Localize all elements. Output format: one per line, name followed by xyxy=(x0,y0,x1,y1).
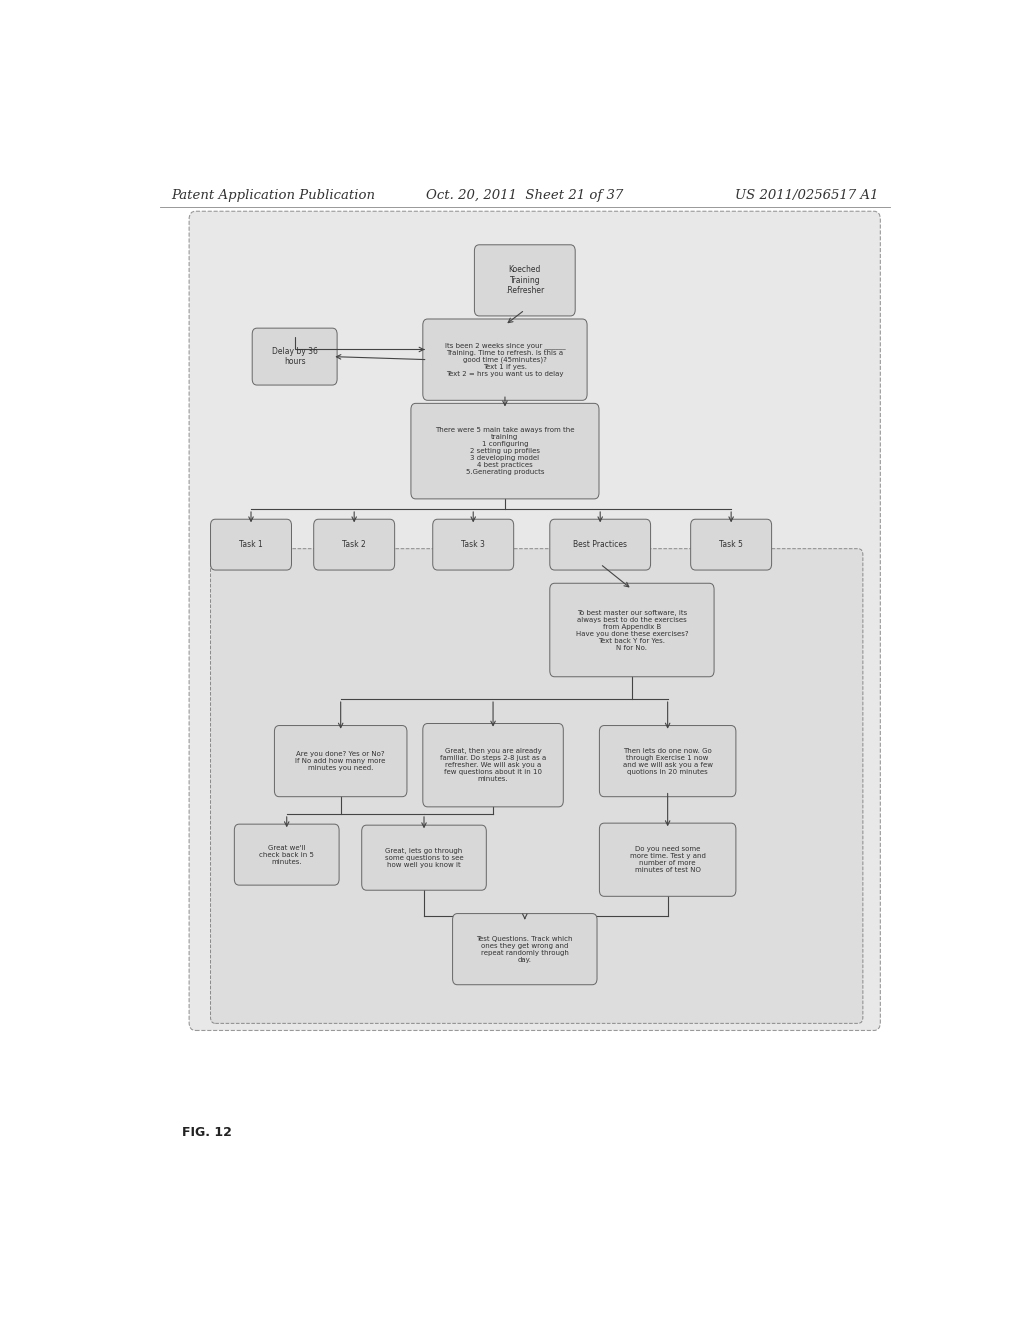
FancyBboxPatch shape xyxy=(433,519,514,570)
FancyBboxPatch shape xyxy=(274,726,407,797)
Text: Task 5: Task 5 xyxy=(719,540,743,549)
FancyBboxPatch shape xyxy=(411,404,599,499)
FancyBboxPatch shape xyxy=(599,726,736,797)
FancyBboxPatch shape xyxy=(474,244,575,315)
FancyBboxPatch shape xyxy=(690,519,772,570)
FancyBboxPatch shape xyxy=(599,824,736,896)
FancyBboxPatch shape xyxy=(361,825,486,890)
FancyBboxPatch shape xyxy=(234,824,339,886)
Text: Do you need some
more time. Test y and
number of more
minutes of test NO: Do you need some more time. Test y and n… xyxy=(630,846,706,874)
Text: Are you done? Yes or No?
If No add how many more
minutes you need.: Are you done? Yes or No? If No add how m… xyxy=(296,751,386,771)
FancyBboxPatch shape xyxy=(423,723,563,807)
FancyBboxPatch shape xyxy=(211,519,292,570)
Text: Great, lets go through
some questions to see
how well you know it: Great, lets go through some questions to… xyxy=(385,847,463,867)
Text: To best master our software, its
always best to do the exercises
from Appendix B: To best master our software, its always … xyxy=(575,610,688,651)
FancyBboxPatch shape xyxy=(313,519,394,570)
Text: Oct. 20, 2011  Sheet 21 of 37: Oct. 20, 2011 Sheet 21 of 37 xyxy=(426,189,624,202)
Text: Koeched
Training
.Refresher: Koeched Training .Refresher xyxy=(505,265,545,296)
Text: Test Questions. Track which
ones they get wrong and
repeat randomly through
day.: Test Questions. Track which ones they ge… xyxy=(476,936,573,962)
Text: Task 1: Task 1 xyxy=(240,540,263,549)
FancyBboxPatch shape xyxy=(423,319,587,400)
FancyBboxPatch shape xyxy=(550,583,714,677)
FancyBboxPatch shape xyxy=(453,913,597,985)
Text: Then lets do one now. Go
through Exercise 1 now
and we will ask you a few
quotio: Then lets do one now. Go through Exercis… xyxy=(623,747,713,775)
Text: Task 3: Task 3 xyxy=(461,540,485,549)
Text: FIG. 12: FIG. 12 xyxy=(182,1126,232,1139)
FancyBboxPatch shape xyxy=(211,549,863,1023)
Text: Patent Application Publication: Patent Application Publication xyxy=(172,189,376,202)
FancyBboxPatch shape xyxy=(252,329,337,385)
Text: Great we'll
check back in 5
minutes.: Great we'll check back in 5 minutes. xyxy=(259,845,314,865)
Text: Delay by 36
hours: Delay by 36 hours xyxy=(271,347,317,366)
Text: Its been 2 weeks since your ______
Training. Time to refresh. Is this a
good tim: Its been 2 weeks since your ______ Train… xyxy=(444,342,565,378)
Text: Best Practices: Best Practices xyxy=(573,540,627,549)
FancyBboxPatch shape xyxy=(189,211,881,1031)
Text: Task 2: Task 2 xyxy=(342,540,366,549)
Text: There were 5 main take aways from the
training
1 configuring
2 setting up profil: There were 5 main take aways from the tr… xyxy=(435,428,574,475)
Text: Great, then you are already
familiar. Do steps 2-8 just as a
refresher. We will : Great, then you are already familiar. Do… xyxy=(440,748,546,783)
FancyBboxPatch shape xyxy=(550,519,650,570)
Text: US 2011/0256517 A1: US 2011/0256517 A1 xyxy=(734,189,878,202)
